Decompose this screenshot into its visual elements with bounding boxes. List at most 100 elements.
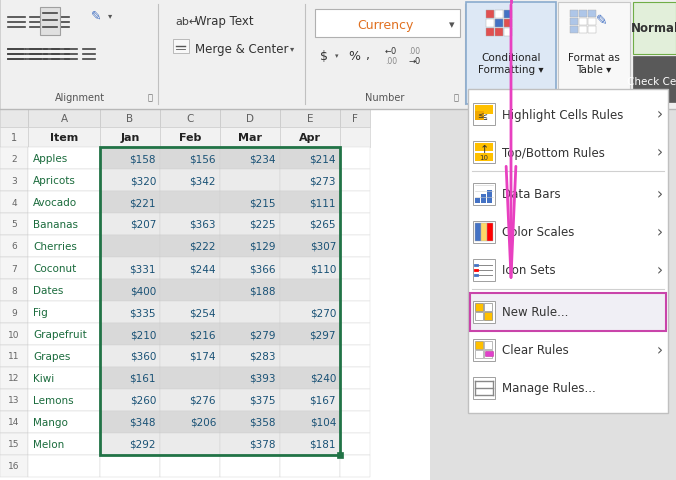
Text: $358: $358 (249, 417, 276, 427)
Bar (484, 350, 492, 358)
Text: $: $ (320, 49, 328, 62)
Bar (0, 279, 28, 301)
Bar (340, 110, 370, 128)
Bar (473, 222, 495, 243)
Bar (475, 303, 483, 312)
Text: 2: 2 (11, 154, 17, 163)
Text: Kiwi: Kiwi (33, 373, 54, 383)
Text: 10: 10 (479, 155, 489, 161)
Bar (340, 169, 370, 192)
Text: $270: $270 (310, 307, 336, 317)
Bar (473, 142, 495, 164)
Text: A: A (60, 114, 68, 124)
Bar (28, 324, 100, 345)
Bar (220, 301, 280, 324)
Bar (100, 214, 160, 236)
Text: $276: $276 (189, 395, 216, 405)
Bar (475, 154, 493, 162)
Bar (220, 110, 280, 128)
Bar (220, 324, 280, 345)
Bar (0, 192, 28, 214)
Text: $254: $254 (189, 307, 216, 317)
Bar (340, 301, 370, 324)
Bar (495, 11, 503, 19)
Text: $167: $167 (310, 395, 336, 405)
Text: 13: 13 (8, 396, 20, 405)
Bar (473, 184, 495, 205)
Bar (100, 169, 160, 192)
Text: ›: › (657, 145, 663, 160)
Text: Color Scales: Color Scales (502, 226, 575, 239)
Text: Top/Bottom Rules: Top/Bottom Rules (502, 146, 605, 159)
Bar (220, 367, 280, 389)
Bar (100, 279, 160, 301)
Text: $207: $207 (130, 219, 156, 229)
Text: ←0: ←0 (385, 48, 397, 56)
Bar (280, 301, 340, 324)
Text: ↑: ↑ (479, 144, 489, 155)
Text: $331: $331 (130, 264, 156, 274)
Text: Merge & Center: Merge & Center (195, 42, 289, 55)
Bar (28, 411, 100, 433)
Bar (280, 411, 340, 433)
Bar (160, 411, 220, 433)
Text: Avocado: Avocado (33, 198, 77, 207)
Bar (160, 367, 220, 389)
Bar (280, 279, 340, 301)
Text: 8: 8 (11, 286, 17, 295)
Bar (220, 214, 280, 236)
Bar (340, 455, 370, 477)
Bar (340, 324, 370, 345)
Text: ›: › (657, 225, 663, 240)
Text: $292: $292 (130, 439, 156, 449)
Text: $221: $221 (130, 198, 156, 207)
Text: ▾: ▾ (108, 12, 112, 21)
Bar (484, 312, 492, 320)
Text: $307: $307 (310, 241, 336, 252)
Bar (28, 148, 100, 169)
Text: 3: 3 (11, 176, 17, 185)
Bar (588, 27, 596, 34)
Bar (220, 236, 280, 257)
Text: $216: $216 (189, 329, 216, 339)
Bar (340, 433, 370, 455)
Text: Currency: Currency (357, 18, 413, 31)
Bar (473, 260, 495, 281)
Bar (220, 411, 280, 433)
Bar (475, 224, 481, 241)
Bar (0, 455, 28, 477)
Bar (475, 350, 483, 358)
Text: 12: 12 (8, 374, 20, 383)
Text: $279: $279 (249, 329, 276, 339)
Bar (588, 11, 596, 18)
Bar (504, 20, 512, 28)
Text: $161: $161 (130, 373, 156, 383)
Text: Grapefruit: Grapefruit (33, 329, 87, 339)
Text: $244: $244 (189, 264, 216, 274)
Bar (280, 324, 340, 345)
Text: Data Bars: Data Bars (502, 188, 560, 201)
Text: $360: $360 (130, 351, 156, 361)
Bar (579, 27, 587, 34)
Bar (487, 191, 492, 204)
Text: 16: 16 (8, 462, 20, 470)
Text: ⧉: ⧉ (147, 93, 153, 102)
Text: Dates: Dates (33, 286, 64, 295)
Bar (280, 236, 340, 257)
Bar (340, 214, 370, 236)
Text: $111: $111 (310, 198, 336, 207)
Text: 6: 6 (11, 242, 17, 251)
Bar (220, 455, 280, 477)
Bar (0, 389, 28, 411)
Bar (315, 10, 460, 38)
Bar (160, 236, 220, 257)
Bar (173, 40, 189, 54)
Text: C: C (187, 114, 194, 124)
Text: D: D (246, 114, 254, 124)
Bar (468, 90, 668, 413)
Text: Conditional: Conditional (481, 53, 541, 63)
Bar (28, 110, 100, 128)
Bar (28, 345, 100, 367)
Bar (160, 324, 220, 345)
Text: ▾: ▾ (290, 45, 294, 53)
